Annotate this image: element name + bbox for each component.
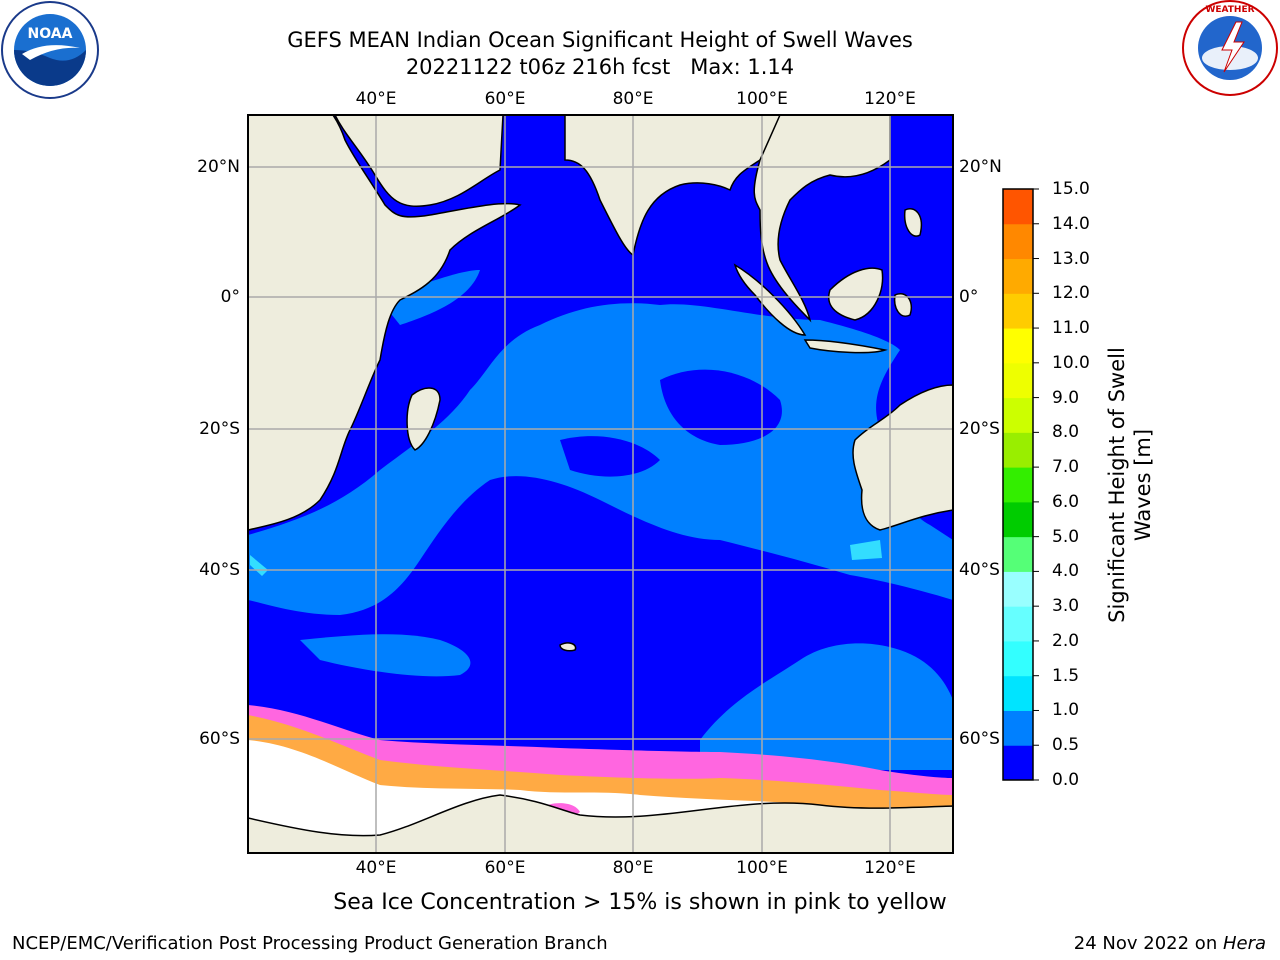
colorbar-tick-label: 4.0 <box>1052 561 1080 582</box>
footer-date: 24 Nov 2022 on Hera <box>1073 933 1266 954</box>
lon-label-top: 40°E <box>355 89 397 109</box>
colorbar-frame <box>1002 188 1034 781</box>
chart-title: GEFS MEAN Indian Ocean Significant Heigh… <box>287 28 913 52</box>
colorbar-tick-label: 1.0 <box>1052 700 1080 721</box>
lat-label-right: 40°S <box>959 560 1000 580</box>
lat-label-right: 0° <box>959 287 979 307</box>
colorbar-tick-label: 6.0 <box>1052 491 1080 512</box>
lat-label-left: 60°S <box>199 729 240 749</box>
lon-label-bottom: 100°E <box>736 858 788 878</box>
lon-label-bottom: 60°E <box>484 858 526 878</box>
colorbar-tick-label: 7.0 <box>1052 457 1080 478</box>
colorbar-tick-label: 3.0 <box>1052 596 1080 617</box>
lon-label-top: 80°E <box>612 89 654 109</box>
lat-label-left: 20°N <box>197 157 240 177</box>
colorbar <box>1002 188 1039 781</box>
colorbar-tick-label: 12.0 <box>1052 283 1090 304</box>
colorbar-bin <box>1003 675 1033 711</box>
lat-label-right: 20°N <box>959 157 1002 177</box>
lat-label-right: 60°S <box>959 729 1000 749</box>
colorbar-bin <box>1003 397 1033 433</box>
lon-label-bottom: 40°E <box>355 858 397 878</box>
colorbar-bin <box>1003 606 1033 642</box>
chart-subtitle: 20221122 t06z 216h fcst Max: 1.14 <box>405 55 795 79</box>
lat-label-right: 20°S <box>959 419 1000 439</box>
svg-text:NOAA: NOAA <box>28 26 73 42</box>
svg-text:WEATHER: WEATHER <box>1205 5 1254 15</box>
colorbar-bin <box>1003 536 1033 572</box>
colorbar-tick-label: 10.0 <box>1052 352 1090 373</box>
lon-label-top: 120°E <box>864 89 916 109</box>
colorbar-bin <box>1003 432 1033 468</box>
colorbar-bin <box>1003 223 1033 260</box>
colorbar-bin <box>1003 745 1033 781</box>
colorbar-tick-label: 2.0 <box>1052 630 1080 651</box>
colorbar-tick-label: 1.5 <box>1052 665 1080 686</box>
graticule <box>248 115 953 853</box>
colorbar-tick-label: 11.0 <box>1052 318 1090 339</box>
colorbar-title: Significant Height of Swell Waves [m] <box>1105 347 1155 623</box>
colorbar-tick-label: 9.0 <box>1052 387 1080 408</box>
lat-label-left: 0° <box>220 287 240 307</box>
footer-credit: NCEP/EMC/Verification Post Processing Pr… <box>12 933 608 954</box>
colorbar-tick-label: 13.0 <box>1052 248 1090 269</box>
colorbar-bin <box>1003 293 1033 329</box>
lon-label-bottom: 80°E <box>612 858 654 878</box>
colorbar-tick-label: 14.0 <box>1052 213 1090 234</box>
sea-ice-caption: Sea Ice Concentration > 15% is shown in … <box>333 890 947 915</box>
colorbar-bin <box>1003 189 1033 225</box>
colorbar-tick-label: 0.5 <box>1052 735 1080 756</box>
lon-label-bottom: 120°E <box>864 858 916 878</box>
lon-label-top: 60°E <box>484 89 526 109</box>
nws-logo: WEATHER <box>1182 0 1278 96</box>
colorbar-tick-label: 15.0 <box>1052 179 1090 199</box>
colorbar-bin <box>1003 258 1033 294</box>
map-area <box>248 115 953 853</box>
colorbar-bin <box>1003 501 1033 538</box>
colorbar-tick-label: 5.0 <box>1052 526 1080 547</box>
colorbar-bin <box>1003 710 1033 746</box>
lat-label-left: 20°S <box>199 419 240 439</box>
colorbar-bin <box>1003 640 1033 677</box>
colorbar-bin <box>1003 328 1033 364</box>
map-frame <box>247 114 954 854</box>
colorbar-tick-label: 0.0 <box>1052 770 1080 790</box>
lat-label-left: 40°S <box>199 560 240 580</box>
colorbar-bin <box>1003 571 1033 607</box>
lon-label-top: 100°E <box>736 89 788 109</box>
colorbar-bin <box>1003 362 1033 399</box>
colorbar-tick-label: 8.0 <box>1052 422 1080 443</box>
colorbar-bin <box>1003 467 1033 503</box>
noaa-logo: NOAA <box>1 1 99 99</box>
